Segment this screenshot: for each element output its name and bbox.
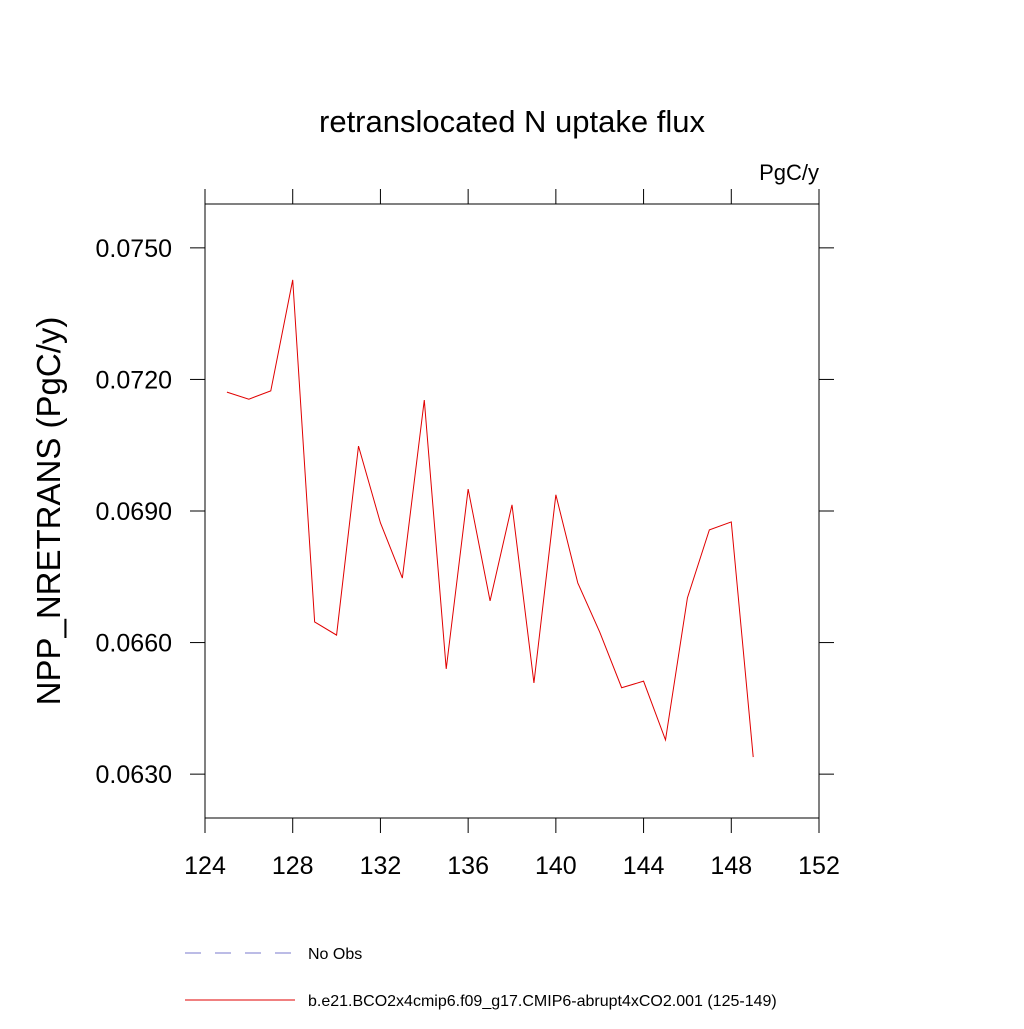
legend-label: b.e21.BCO2x4cmip6.f09_g17.CMIP6-abrupt4x…: [308, 993, 777, 1010]
x-tick-label: 144: [623, 852, 665, 880]
plot-frame: [204, 203, 820, 819]
x-tick-label: 136: [447, 852, 489, 880]
x-tick-label: 128: [272, 852, 314, 880]
y-axis-label: NPP_NRETRANS (PgC/y): [30, 317, 67, 706]
x-tick-label: 140: [535, 852, 577, 880]
y-tick-label: 0.0690: [96, 498, 172, 526]
data-line: [226, 279, 754, 758]
y-tick-label: 0.0630: [96, 761, 172, 789]
legend-label: No Obs: [308, 946, 362, 963]
y-tick-label: 0.0750: [96, 235, 172, 263]
x-tick-label: 152: [798, 852, 840, 880]
units-label: PgC/y: [759, 160, 819, 185]
y-tick-label: 0.0720: [96, 366, 172, 394]
x-tick-label: 132: [360, 852, 402, 880]
y-tick-label: 0.0660: [96, 630, 172, 658]
x-tick-label: 124: [184, 852, 226, 880]
x-tick-label: 148: [710, 852, 752, 880]
chart-title: retranslocated N uptake flux: [319, 104, 705, 139]
